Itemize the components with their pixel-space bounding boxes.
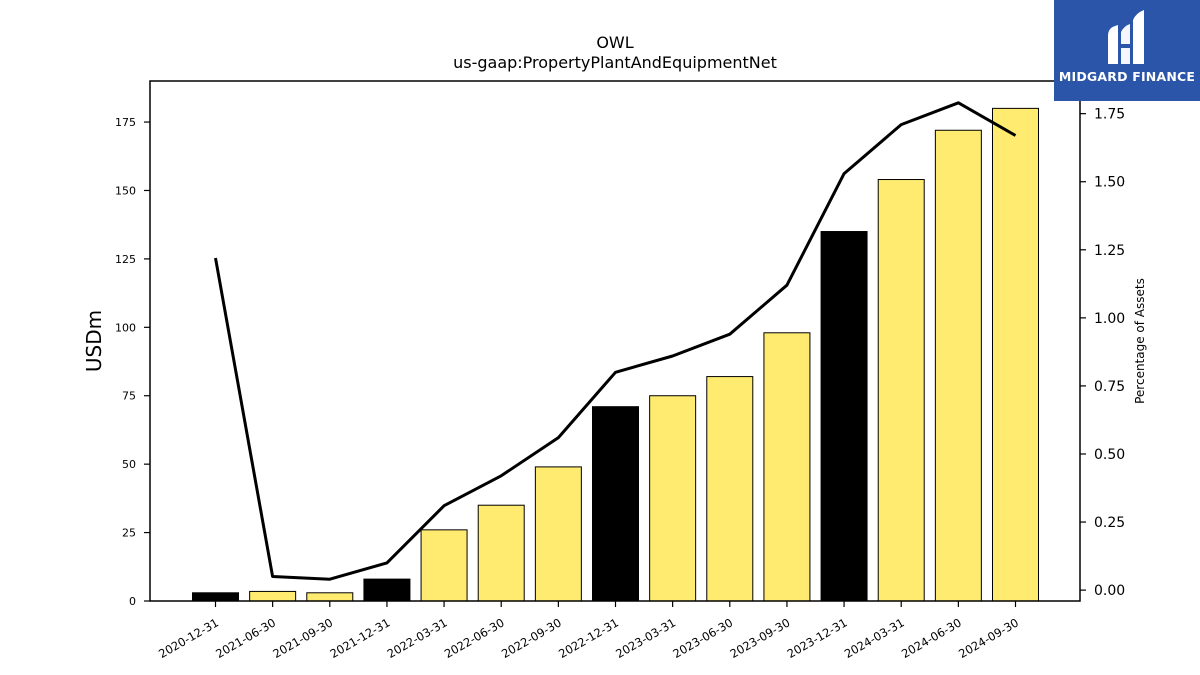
chart-title: OWL bbox=[596, 33, 633, 52]
bar bbox=[534, 466, 582, 602]
bar bbox=[877, 179, 925, 602]
x-tick-label: 2022-12-31 bbox=[556, 615, 621, 661]
x-tick-label: 2023-09-30 bbox=[728, 615, 793, 661]
y2-tick-label: 1.00 bbox=[1094, 311, 1125, 327]
bar bbox=[192, 592, 239, 602]
y-tick-label: 125 bbox=[115, 253, 136, 266]
x-tick-label: 2023-12-31 bbox=[785, 615, 850, 661]
y-tick-label: 25 bbox=[122, 527, 136, 540]
y2-tick-label: 0.25 bbox=[1094, 515, 1125, 531]
y2-tick-label: 1.50 bbox=[1094, 175, 1125, 191]
y-tick-label: 75 bbox=[122, 390, 136, 403]
x-tick-label: 2022-03-31 bbox=[385, 615, 450, 661]
y-tick-label: 0 bbox=[129, 595, 136, 608]
y2-tick-label: 0.50 bbox=[1094, 447, 1125, 463]
series-line bbox=[214, 101, 1017, 581]
x-tick-label: 2023-03-31 bbox=[613, 615, 678, 661]
bar bbox=[592, 406, 639, 602]
x-tick-label: 2020-12-31 bbox=[156, 615, 221, 661]
y2-axis-label: Percentage of Assets bbox=[1133, 278, 1147, 404]
bar bbox=[477, 504, 525, 602]
y2-tick-label: 0.75 bbox=[1094, 379, 1125, 395]
y-axis-label: USDm bbox=[82, 310, 106, 372]
y-tick-label: 150 bbox=[115, 184, 136, 197]
bar bbox=[706, 376, 754, 602]
y2-tick-label: 0.00 bbox=[1094, 583, 1125, 599]
y-tick-label: 50 bbox=[122, 458, 136, 471]
logo-text: MIDGARD FINANCE bbox=[1058, 69, 1196, 84]
bar bbox=[820, 231, 868, 602]
line-group bbox=[214, 101, 1017, 581]
logo-mark-icon bbox=[1108, 10, 1144, 64]
x-tick-label: 2024-03-31 bbox=[842, 615, 907, 661]
x-tick-label: 2021-06-30 bbox=[213, 615, 278, 661]
y-tick-label: 175 bbox=[115, 116, 136, 129]
y-tick-label: 100 bbox=[115, 321, 136, 334]
chart-subtitle: us-gaap:PropertyPlantAndEquipmentNet bbox=[453, 53, 777, 72]
y2-tick-label: 1.25 bbox=[1094, 243, 1125, 259]
x-tick-label: 2024-09-30 bbox=[956, 615, 1021, 661]
x-tick-label: 2022-09-30 bbox=[499, 615, 564, 661]
bar bbox=[934, 129, 982, 602]
y2-tick-label: 1.75 bbox=[1094, 107, 1125, 123]
bar bbox=[249, 590, 297, 602]
bar bbox=[649, 395, 697, 602]
bar bbox=[763, 332, 811, 602]
bars-group bbox=[192, 107, 1039, 602]
x-tick-label: 2024-06-30 bbox=[899, 615, 964, 661]
x-tick-label: 2021-12-31 bbox=[328, 615, 393, 661]
bar bbox=[306, 592, 354, 602]
bar bbox=[420, 529, 468, 602]
bar bbox=[363, 578, 411, 602]
brand-logo: MIDGARD FINANCE bbox=[1054, 0, 1200, 101]
x-tick-label: 2023-06-30 bbox=[670, 615, 735, 661]
x-tick-label: 2021-09-30 bbox=[270, 615, 335, 661]
bar bbox=[992, 107, 1039, 602]
x-tick-label: 2022-06-30 bbox=[442, 615, 507, 661]
